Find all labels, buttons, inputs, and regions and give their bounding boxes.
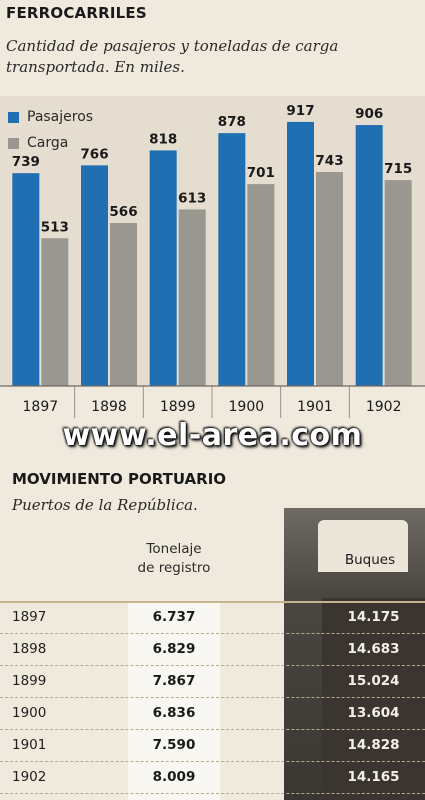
- row-buques: 15.024: [347, 673, 400, 689]
- row-tonelaje: 6.737: [152, 609, 196, 625]
- x-tick-label-1898: 1898: [91, 399, 127, 415]
- legend-item-pasajeros: Pasajeros: [8, 104, 93, 130]
- row-tonelaje: 7.590: [152, 737, 196, 753]
- x-tick-label-1897: 1897: [23, 399, 59, 415]
- data-label-carga-1901: 743: [315, 153, 343, 169]
- row-year: 1899: [12, 673, 47, 689]
- port-section-title: MOVIMIENTO PORTUARIO: [12, 470, 227, 488]
- data-label-pasajeros-1902: 906: [355, 106, 383, 122]
- bar-pasajeros-1897: [12, 173, 40, 386]
- legend-swatch-carga: [8, 137, 19, 149]
- table-row: 1898 6.829 14.683: [0, 634, 425, 666]
- column-header-tonelaje-line2: de registro: [137, 560, 211, 576]
- row-year: 1901: [12, 737, 47, 753]
- bar-carga-1897: [41, 238, 69, 386]
- data-label-carga-1902: 715: [384, 161, 412, 177]
- row-tonelaje: 7.867: [152, 673, 196, 689]
- row-buques: 14.828: [347, 737, 400, 753]
- column-header-buques: Buques: [344, 552, 396, 568]
- row-year: 1897: [12, 609, 47, 625]
- data-label-carga-1898: 566: [109, 204, 137, 220]
- legend-label-pasajeros: Pasajeros: [27, 109, 94, 125]
- table-top-rule: [0, 601, 425, 603]
- chart-subtitle: Cantidad de pasajeros y toneladas de car…: [6, 37, 339, 76]
- table-row: 1901 7.590 14.828: [0, 730, 425, 762]
- legend-swatch-pasajeros: [8, 111, 19, 123]
- bar-carga-1901: [316, 172, 343, 386]
- bar-pasajeros-1900: [218, 133, 246, 386]
- row-buques: 13.604: [347, 705, 400, 721]
- bar-carga-1902: [384, 180, 412, 386]
- table-row: 1902 8.009 14.165: [0, 762, 425, 794]
- table-row: 1900 6.836 13.604: [0, 698, 425, 730]
- plot-background: [0, 96, 425, 386]
- table-row: 1899 7.867 15.024: [0, 666, 425, 698]
- column-header-tonelaje: Tonelaje de registro: [118, 540, 230, 578]
- ship-cabin-illustration: [318, 520, 408, 572]
- bar-carga-1900: [247, 184, 275, 386]
- data-label-carga-1900: 701: [247, 165, 275, 181]
- legend-label-carga: Carga: [27, 135, 69, 151]
- row-tonelaje: 6.836: [152, 705, 196, 721]
- data-label-pasajeros-1899: 818: [149, 131, 177, 147]
- x-tick-label-1902: 1902: [366, 399, 402, 415]
- bar-pasajeros-1902: [355, 125, 383, 387]
- bar-chart: 739 513 1897 766 566 1898 818 613 1899 878 701 1900…: [0, 96, 425, 418]
- bar-pasajeros-1901: [287, 121, 314, 387]
- legend-item-carga: Carga: [8, 130, 93, 156]
- bar-pasajeros-1898: [81, 165, 108, 386]
- data-label-pasajeros-1901: 917: [286, 103, 314, 119]
- x-tick-label-1899: 1899: [160, 399, 196, 415]
- row-year: 1902: [12, 769, 47, 785]
- data-label-pasajeros-1898: 766: [80, 146, 108, 162]
- port-table: 1897 6.737 14.175 1898 6.829 14.683 1899…: [0, 602, 425, 794]
- row-tonelaje: 8.009: [152, 769, 196, 785]
- x-tick-label-1900: 1900: [229, 399, 265, 415]
- buques-column-bg: [322, 598, 425, 800]
- watermark: www.el-area.com: [62, 418, 363, 453]
- x-tick-label-1901: 1901: [297, 399, 333, 415]
- column-header-tonelaje-line1: Tonelaje: [146, 541, 202, 557]
- table-row: 1897 6.737 14.175: [0, 602, 425, 634]
- row-buques: 14.175: [347, 609, 400, 625]
- bar-pasajeros-1899: [149, 150, 177, 386]
- row-tonelaje: 6.829: [152, 641, 196, 657]
- data-label-carga-1897: 513: [41, 219, 69, 235]
- row-year: 1898: [12, 641, 47, 657]
- row-buques: 14.683: [347, 641, 400, 657]
- data-label-pasajeros-1900: 878: [218, 114, 246, 130]
- data-label-pasajeros-1897: 739: [12, 154, 40, 170]
- data-label-carga-1899: 613: [178, 190, 206, 206]
- chart-legend: Pasajeros Carga: [8, 104, 93, 156]
- tonelaje-column-bg: [128, 602, 220, 800]
- port-section-subtitle: Puertos de la República.: [12, 496, 198, 514]
- row-buques: 14.165: [347, 769, 400, 785]
- chart-title: FERROCARRILES: [6, 4, 147, 22]
- bar-carga-1898: [110, 222, 137, 386]
- bar-carga-1899: [178, 209, 206, 386]
- row-year: 1900: [12, 705, 47, 721]
